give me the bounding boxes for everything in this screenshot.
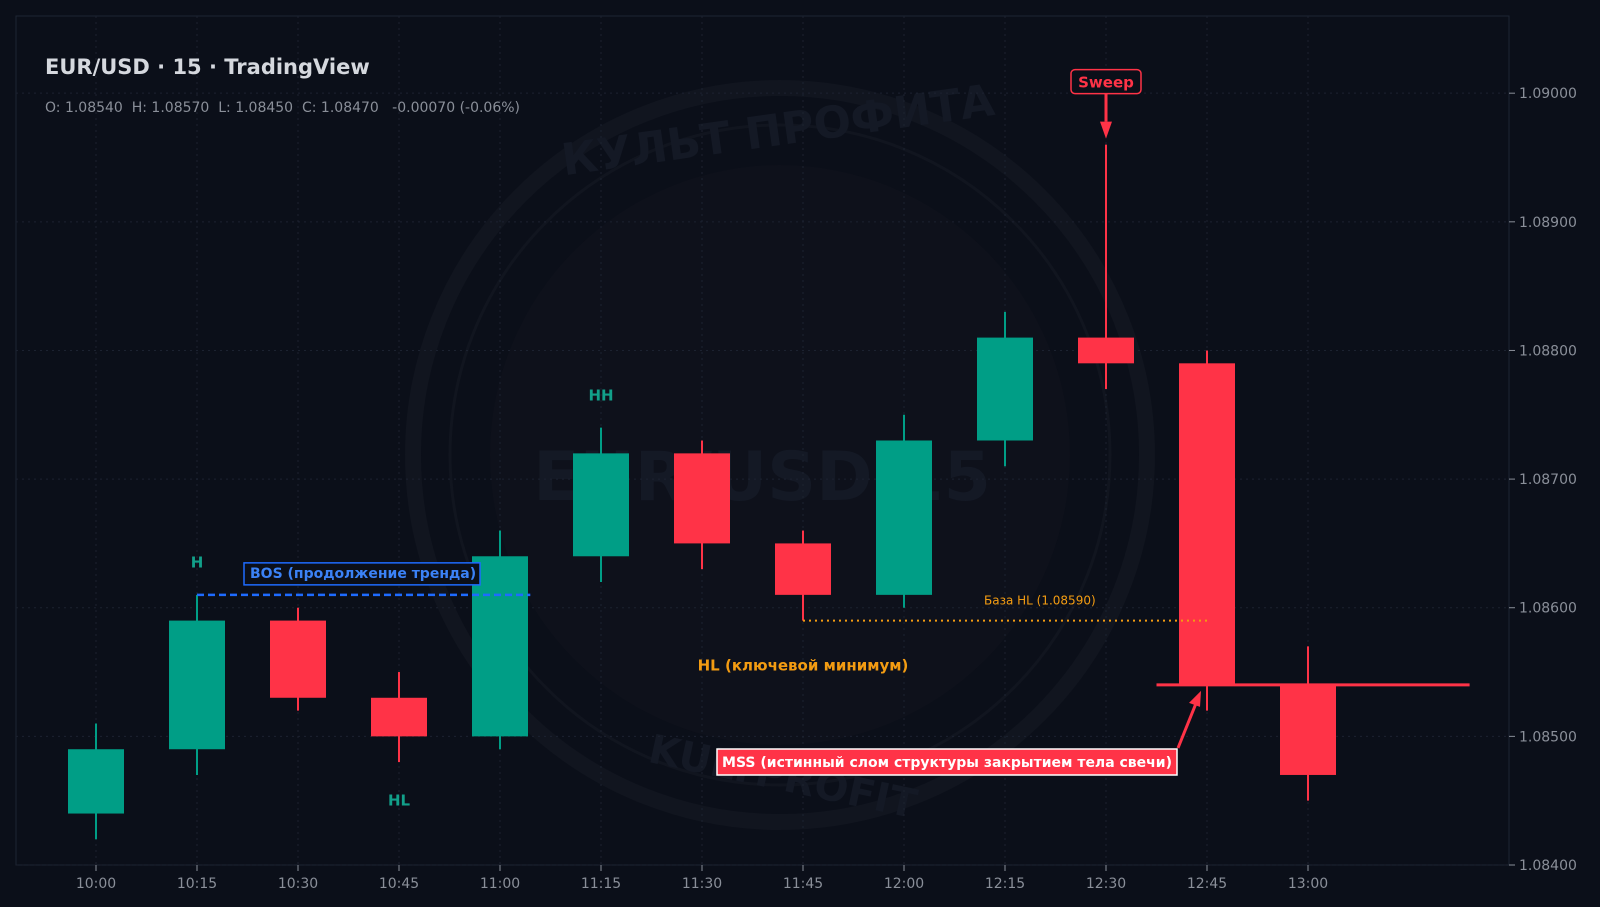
bos-label: BOS (продолжение тренда) (250, 566, 476, 582)
hl-base-label: База HL (1.08590) (984, 594, 1096, 608)
x-tick-label: 13:00 (1288, 876, 1328, 892)
swing-label-h: H (191, 554, 204, 572)
y-tick-label: 1.08800 (1519, 343, 1577, 359)
x-tick-label: 10:45 (379, 876, 419, 892)
x-tick-label: 10:00 (76, 876, 116, 892)
hl-key-label: HL (ключевой минимум) (698, 657, 909, 675)
sweep-arrow-head (1100, 121, 1112, 139)
y-tick-label: 1.08600 (1519, 601, 1577, 617)
x-tick-label: 10:30 (278, 876, 318, 892)
candles (68, 144, 1336, 840)
bos-label-box (243, 562, 481, 586)
ohlc-readout: O: 1.08540 H: 1.08570 L: 1.08450 C: 1.08… (45, 100, 520, 116)
y-tick-label: 1.08500 (1519, 729, 1577, 745)
time-axis: 10:00 10:15 10:30 10:45 11:00 11:15 11:30 11:45… (76, 865, 1328, 892)
mss-arrow (1176, 700, 1199, 749)
annotations: BOS (продолжение тренда) База HL (1.0859… (191, 68, 1470, 810)
x-tick-label: 11:30 (682, 876, 722, 892)
candle-body-bull (68, 749, 124, 814)
candle-body-bear (371, 697, 427, 737)
price-axis: 1.08400 1.08500 1.08600 1.08700 1.08800 1.089… (1509, 86, 1577, 874)
x-tick-label: 12:15 (985, 876, 1025, 892)
x-tick-label: 11:45 (783, 876, 823, 892)
candle-body-bull (977, 337, 1033, 441)
watermark-outer-ring (405, 80, 1155, 830)
chart-title: EUR/USD · 15 · TradingView (45, 55, 370, 79)
watermark-disc (490, 165, 1070, 745)
swing-label-hl: HL (388, 792, 411, 810)
candle-body-bull (169, 620, 225, 750)
candle-body-bear (775, 543, 831, 595)
candle-body-bull (472, 556, 528, 737)
x-tick-label: 12:30 (1086, 876, 1126, 892)
candle-body-bear (1078, 337, 1134, 364)
candle-body-bear (1280, 684, 1336, 775)
y-tick-label: 1.08400 (1519, 858, 1577, 874)
swing-label-hh: HH (588, 386, 613, 404)
candle-body-bull (573, 453, 629, 557)
candle-body-bear (1179, 363, 1235, 685)
x-tick-label: 10:15 (177, 876, 217, 892)
mss-label-box (716, 748, 1178, 776)
x-tick-label: 11:15 (581, 876, 621, 892)
sweep-label: Sweep (1078, 74, 1134, 92)
candle-body-bear (674, 453, 730, 544)
mss-label: MSS (истинный слом структуры закрытием т… (722, 755, 1172, 771)
y-tick-label: 1.09000 (1519, 86, 1577, 102)
y-tick-label: 1.08900 (1519, 215, 1577, 231)
candle-body-bull (876, 440, 932, 595)
x-tick-label: 12:45 (1187, 876, 1227, 892)
plot-frame (15, 15, 1510, 866)
x-tick-label: 12:00 (884, 876, 924, 892)
x-tick-label: 11:00 (480, 876, 520, 892)
candle-body-bear (270, 620, 326, 698)
y-tick-label: 1.08700 (1519, 472, 1577, 488)
mss-arrow-head (1189, 690, 1201, 707)
watermark-inner-ring (448, 123, 1112, 787)
